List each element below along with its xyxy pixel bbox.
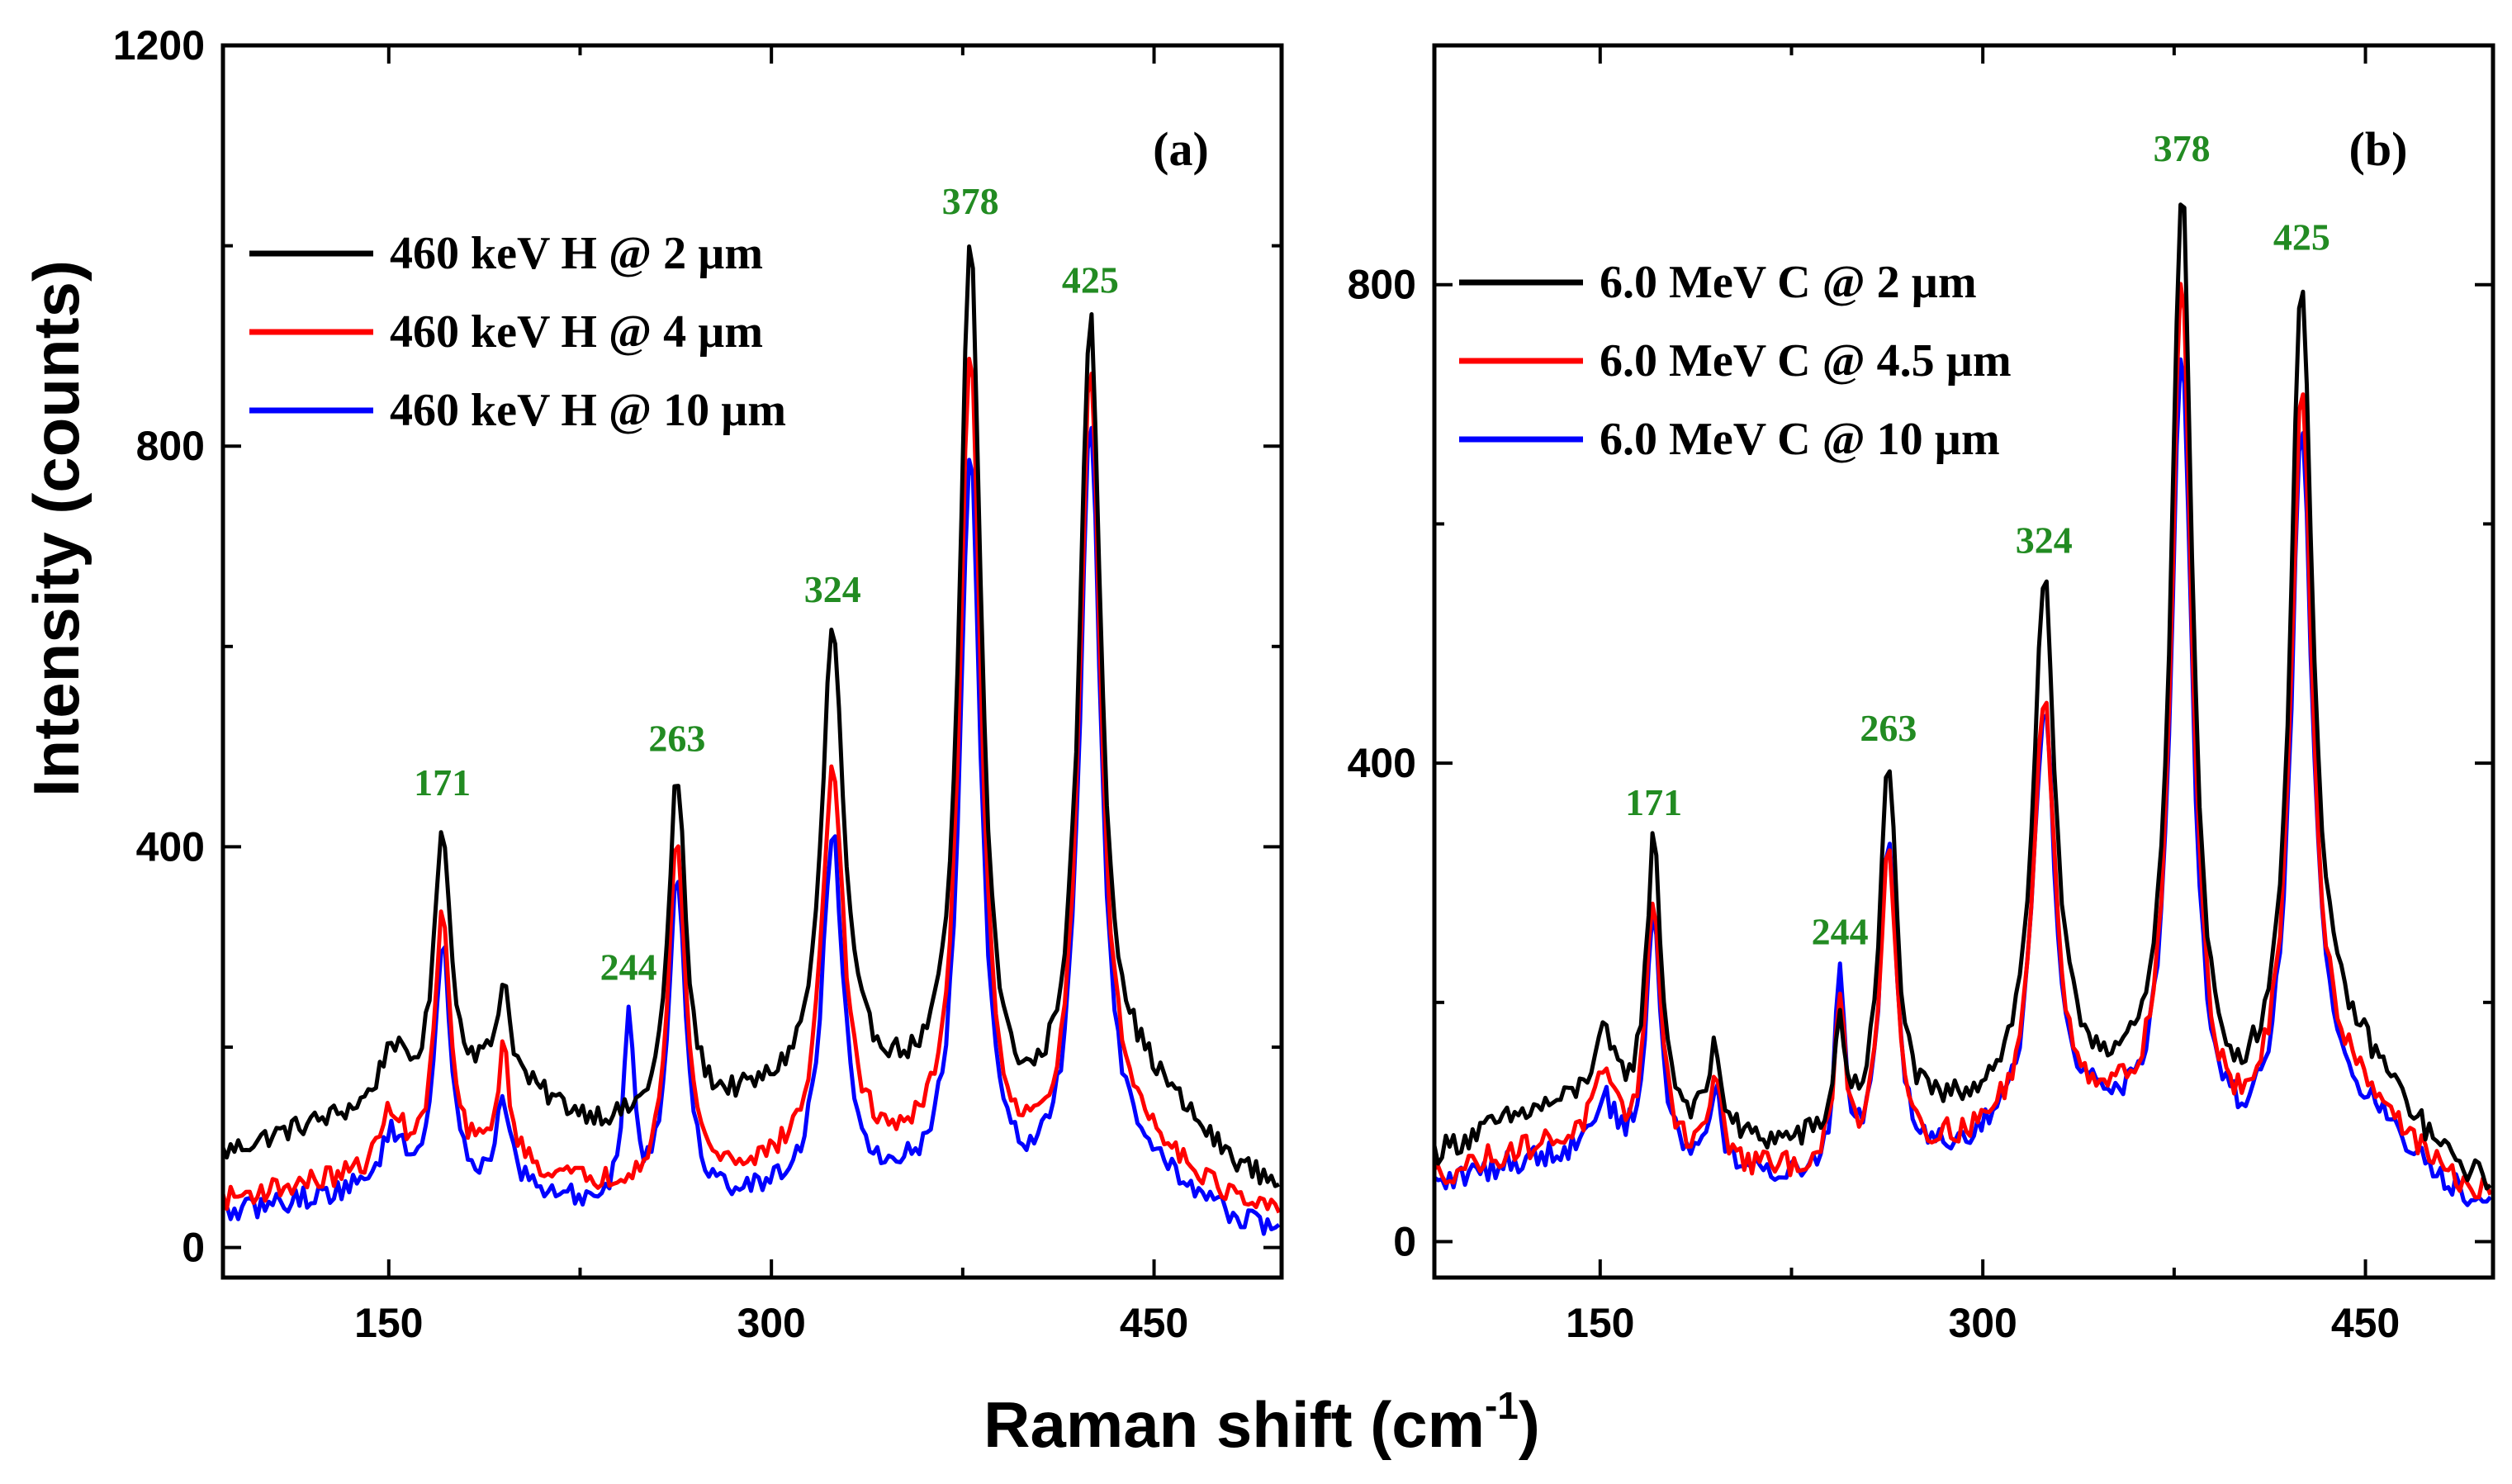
panel-a-peak-label: 425 <box>1062 258 1119 301</box>
panel-b-x-tick-label: 300 <box>1948 1300 2017 1346</box>
panel-b: 150 300 450 0 400 800 171 244 263 324 378 425 6.0 … <box>1348 43 2495 1346</box>
panel-b-series <box>1434 202 2493 1207</box>
panel-a-legend-label: 460 keV H @ 10 µm <box>390 385 786 436</box>
panel-a-series-line-1 <box>223 244 1280 1188</box>
panel-b-label: (b) <box>2349 122 2408 176</box>
panel-a-x-tick-label: 450 <box>1120 1300 1188 1346</box>
panel-b-ticks: 150 300 450 0 400 800 <box>1348 45 2493 1346</box>
panel-b-peak-label: 425 <box>2273 216 2330 258</box>
panel-a-label: (a) <box>1153 122 1209 176</box>
y-axis-label: Intensity (counts) <box>20 260 92 797</box>
panel-b-series-line-2 <box>1434 282 2493 1200</box>
panel-a-x-tick-label: 150 <box>354 1300 423 1346</box>
panel-a-peak-label: 263 <box>648 718 705 760</box>
panel-b-frame <box>1432 43 2495 1280</box>
panel-a-series <box>223 244 1282 1236</box>
panel-a-legend-label: 460 keV H @ 4 µm <box>390 306 763 358</box>
panel-a-peak-label: 378 <box>942 180 999 222</box>
panel-a-ticks: 150 300 450 0 400 800 1200 <box>113 22 1282 1346</box>
panel-b-legend-label: 6.0 MeV C @ 4.5 µm <box>1600 335 2012 386</box>
panel-b-series-line-1 <box>1434 202 2492 1191</box>
panel-b-peak-label: 263 <box>1860 707 1917 749</box>
panel-b-peak-label: 171 <box>1625 781 1682 823</box>
panel-b-legend: 6.0 MeV C @ 2 µm 6.0 MeV C @ 4.5 µm 6.0 Me… <box>1459 257 2012 465</box>
panel-b-legend-label: 6.0 MeV C @ 2 µm <box>1600 257 1977 308</box>
panel-b-y-tick-label: 0 <box>1393 1219 1416 1265</box>
panel-a-x-tick-label: 300 <box>737 1300 805 1346</box>
panel-b-peak-label: 244 <box>1812 911 1869 953</box>
panel-b-y-tick-label: 400 <box>1348 740 1416 786</box>
x-axis-label-close: ) <box>1519 1388 1540 1461</box>
panel-b-peak-label: 324 <box>2016 519 2073 561</box>
x-axis-label: Raman shift (cm-1) <box>983 1384 1540 1461</box>
x-axis-label-main: Raman shift (cm <box>983 1388 1485 1461</box>
panel-a-y-tick-label: 400 <box>136 823 205 870</box>
panel-b-peak-label: 378 <box>2154 127 2211 169</box>
panel-a-peak-label: 324 <box>804 568 861 610</box>
panel-a-peak-labels: 171 244 263 324 378 425 <box>414 180 1119 989</box>
panel-a-peak-label: 244 <box>600 946 657 989</box>
panel-b-x-tick-label: 450 <box>2331 1300 2400 1346</box>
panel-b-peak-labels: 171 244 263 324 378 425 <box>1625 127 2330 953</box>
x-axis-label-superscript: -1 <box>1485 1384 1519 1427</box>
panel-a-legend: 460 keV H @ 2 µm 460 keV H @ 4 µm 460 keV … <box>249 228 786 436</box>
panel-b-x-tick-label: 150 <box>1566 1300 1634 1346</box>
panel-a-peak-label: 171 <box>414 761 471 804</box>
panel-a-y-tick-label: 0 <box>182 1225 205 1271</box>
panel-a-legend-label: 460 keV H @ 2 µm <box>390 228 763 279</box>
panel-a-y-tick-label: 1200 <box>113 22 205 69</box>
panel-a-frame <box>220 43 1284 1280</box>
panel-a-y-tick-label: 800 <box>136 423 205 469</box>
panel-b-legend-label: 6.0 MeV C @ 10 µm <box>1600 414 2000 465</box>
panel-b-y-tick-label: 800 <box>1348 262 1416 308</box>
